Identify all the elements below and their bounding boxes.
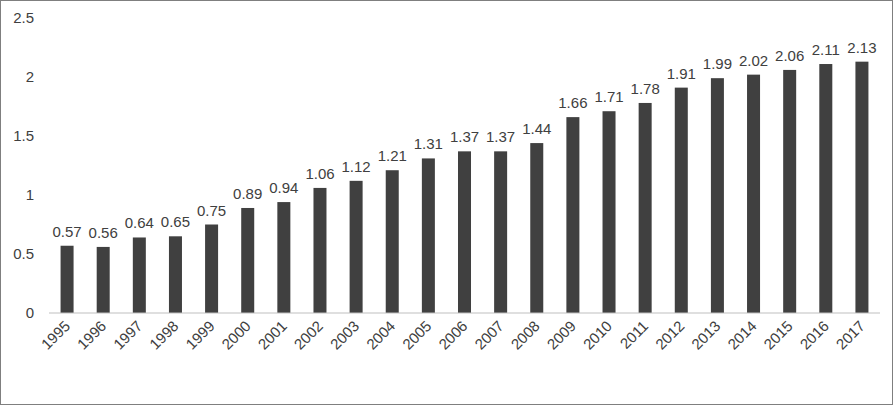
bar [386, 170, 399, 313]
data-label: 1.91 [667, 65, 696, 82]
bar [711, 78, 724, 313]
y-tick-label: 1.5 [13, 127, 34, 144]
x-tick-label: 1997 [110, 317, 146, 353]
y-tick-label: 2 [26, 68, 34, 85]
bar [277, 202, 290, 313]
bar [169, 236, 182, 313]
x-tick-label: 1996 [74, 317, 110, 353]
x-tick-label: 2004 [363, 317, 399, 353]
data-label: 0.56 [89, 224, 118, 241]
x-tick-label: 2012 [652, 317, 688, 353]
bar [819, 64, 832, 313]
data-label: 1.71 [594, 88, 623, 105]
data-label: 0.89 [233, 185, 262, 202]
bar [530, 143, 543, 313]
bar [350, 181, 363, 313]
data-label: 0.94 [269, 179, 298, 196]
chart: 0 0.5 1 1.5 2 2.5 0.57 0.56 0.64 0.65 0.75 0.89 0.94… [0, 0, 893, 405]
data-label: 1.99 [703, 55, 732, 72]
data-label: 1.66 [558, 94, 587, 111]
x-tick-label: 1995 [38, 317, 74, 353]
data-label: 0.57 [52, 223, 81, 240]
bar [603, 111, 616, 313]
bar [494, 151, 507, 313]
x-tick-label: 2003 [327, 317, 363, 353]
bar [313, 188, 326, 313]
bar [639, 103, 652, 313]
frame [1, 1, 893, 405]
x-tick-label: 1998 [146, 317, 182, 353]
data-label: 2.02 [739, 52, 768, 69]
data-label: 0.64 [125, 214, 154, 231]
data-label: 2.13 [847, 39, 876, 56]
x-tick-label: 1999 [182, 317, 218, 353]
x-tick-label: 2005 [399, 317, 435, 353]
bar [205, 225, 218, 314]
bar [747, 75, 760, 313]
data-label: 1.37 [486, 128, 515, 145]
x-tick-label: 2008 [507, 317, 543, 353]
bars [61, 62, 869, 313]
x-axis-line [49, 313, 880, 314]
bar [458, 151, 471, 313]
data-label: 0.65 [161, 213, 190, 230]
data-label: 1.31 [414, 135, 443, 152]
x-tick-label: 2011 [616, 317, 651, 352]
y-tick-label: 1 [26, 186, 34, 203]
bar [675, 88, 688, 313]
bar [241, 208, 254, 313]
x-tick-label: 2002 [290, 317, 326, 353]
x-tick-label: 2001 [254, 317, 290, 353]
data-label: 2.11 [812, 41, 840, 58]
data-label: 1.78 [631, 80, 660, 97]
bar [566, 117, 579, 313]
data-label: 1.12 [342, 158, 371, 175]
x-tick-label: 2010 [580, 317, 616, 353]
x-tick-label: 2000 [218, 317, 254, 353]
y-tick-label: 0 [26, 304, 34, 321]
data-label: 2.06 [775, 47, 804, 64]
x-tick-label: 2014 [724, 317, 760, 353]
x-tick-label: 2009 [543, 317, 579, 353]
bar [61, 246, 74, 313]
bar [97, 247, 110, 313]
x-tick-label: 2017 [832, 317, 868, 353]
x-tick-label: 2007 [471, 317, 507, 353]
data-label: 0.75 [197, 202, 226, 219]
data-label: 1.37 [450, 128, 479, 145]
x-tick-label: 2006 [435, 317, 471, 353]
data-label: 1.21 [378, 147, 407, 164]
x-tick-label: 2016 [796, 317, 832, 353]
y-tick-label: 2.5 [13, 9, 34, 26]
data-label: 1.06 [305, 165, 334, 182]
x-tick-label: 2013 [688, 317, 724, 353]
data-label: 1.44 [522, 120, 551, 137]
bar [855, 62, 868, 313]
x-tick-label: 2015 [760, 317, 796, 353]
y-tick-label: 0.5 [13, 245, 34, 262]
bar [783, 70, 796, 313]
bar [133, 237, 146, 313]
bar [422, 158, 435, 313]
